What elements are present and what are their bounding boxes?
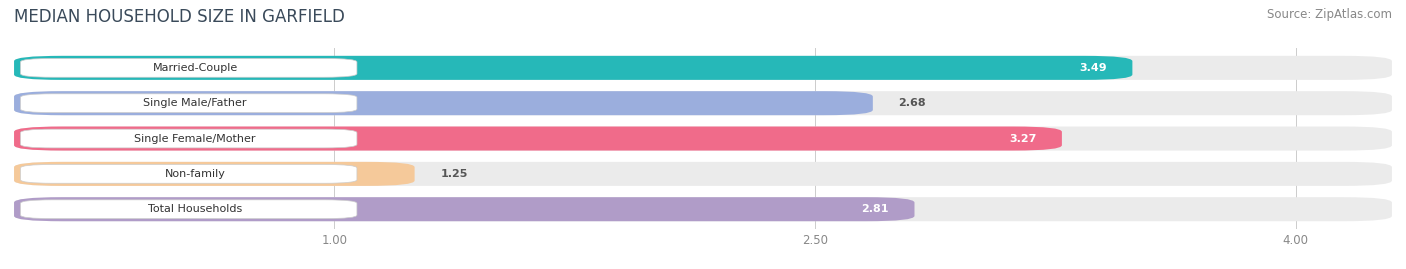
Text: 2.68: 2.68 [898, 98, 927, 108]
FancyBboxPatch shape [14, 56, 1392, 80]
Text: Total Households: Total Households [148, 204, 242, 214]
Text: Source: ZipAtlas.com: Source: ZipAtlas.com [1267, 8, 1392, 21]
FancyBboxPatch shape [14, 162, 1392, 186]
FancyBboxPatch shape [14, 126, 1062, 151]
FancyBboxPatch shape [14, 56, 1132, 80]
FancyBboxPatch shape [21, 94, 357, 112]
FancyBboxPatch shape [14, 197, 914, 221]
Text: Married-Couple: Married-Couple [152, 63, 238, 73]
FancyBboxPatch shape [14, 126, 1392, 151]
Text: 3.27: 3.27 [1010, 133, 1036, 144]
Text: 2.81: 2.81 [862, 204, 889, 214]
Text: 3.49: 3.49 [1080, 63, 1107, 73]
FancyBboxPatch shape [21, 58, 357, 77]
Text: Single Male/Father: Single Male/Father [143, 98, 247, 108]
Text: MEDIAN HOUSEHOLD SIZE IN GARFIELD: MEDIAN HOUSEHOLD SIZE IN GARFIELD [14, 8, 344, 26]
Text: 1.25: 1.25 [440, 169, 468, 179]
FancyBboxPatch shape [14, 91, 873, 115]
FancyBboxPatch shape [14, 197, 1392, 221]
FancyBboxPatch shape [21, 165, 357, 183]
FancyBboxPatch shape [14, 162, 415, 186]
FancyBboxPatch shape [21, 129, 357, 148]
FancyBboxPatch shape [14, 91, 1392, 115]
Text: Non-family: Non-family [165, 169, 225, 179]
FancyBboxPatch shape [21, 200, 357, 219]
Text: Single Female/Mother: Single Female/Mother [135, 133, 256, 144]
